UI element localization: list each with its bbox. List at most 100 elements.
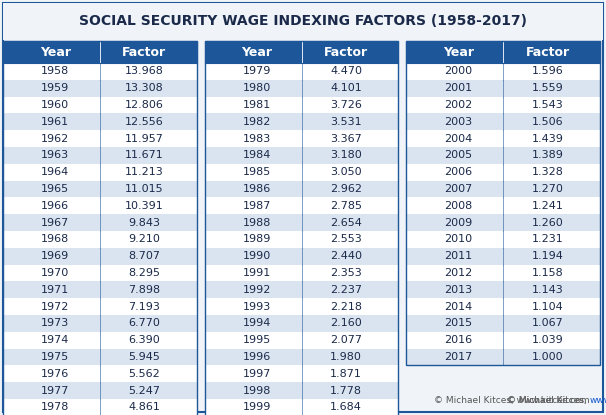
Text: 1.543: 1.543 [532, 100, 564, 110]
Text: 1980: 1980 [243, 83, 271, 93]
Bar [3, 231, 197, 248]
Bar [205, 265, 398, 281]
Text: 1992: 1992 [243, 285, 271, 295]
Text: 1.871: 1.871 [330, 369, 362, 379]
Text: 11.015: 11.015 [125, 184, 164, 194]
Text: 1962: 1962 [41, 134, 70, 144]
Text: 1975: 1975 [41, 352, 70, 362]
Text: 2.353: 2.353 [330, 268, 362, 278]
Text: 1969: 1969 [41, 251, 70, 261]
Text: Year: Year [443, 46, 474, 59]
Bar [205, 181, 398, 198]
Text: 2.077: 2.077 [330, 335, 362, 345]
Bar [205, 113, 398, 130]
Text: Year: Year [40, 46, 71, 59]
Text: 8.295: 8.295 [128, 268, 161, 278]
Bar [3, 181, 197, 198]
Bar [407, 315, 600, 332]
Text: 1.596: 1.596 [532, 66, 564, 76]
Text: 9.210: 9.210 [128, 234, 161, 244]
Text: 1981: 1981 [243, 100, 271, 110]
Text: 2006: 2006 [445, 167, 473, 177]
Text: 1.104: 1.104 [532, 302, 564, 312]
Text: 13.308: 13.308 [125, 83, 164, 93]
Text: 4.101: 4.101 [330, 83, 362, 93]
Text: 2008: 2008 [444, 201, 473, 211]
Bar [205, 315, 398, 332]
Bar [3, 214, 197, 231]
Bar [3, 63, 197, 80]
Text: 1985: 1985 [243, 167, 271, 177]
Bar [205, 97, 398, 113]
Bar [407, 63, 600, 80]
Text: 1970: 1970 [41, 268, 70, 278]
Bar [3, 198, 197, 214]
Bar [205, 349, 398, 365]
Bar [3, 248, 197, 265]
Text: 1965: 1965 [41, 184, 69, 194]
Text: 11.213: 11.213 [125, 167, 164, 177]
Bar [407, 80, 600, 97]
Text: 3.050: 3.050 [330, 167, 362, 177]
Text: 1.143: 1.143 [532, 285, 564, 295]
Text: 1971: 1971 [41, 285, 70, 295]
Text: 1.328: 1.328 [532, 167, 564, 177]
Bar [205, 63, 398, 80]
Bar [407, 130, 600, 147]
Text: 1983: 1983 [243, 134, 271, 144]
Text: 5.247: 5.247 [128, 386, 161, 395]
Text: 2.654: 2.654 [330, 217, 362, 227]
Text: 3.180: 3.180 [330, 150, 362, 161]
Text: 2017: 2017 [444, 352, 473, 362]
Text: 8.707: 8.707 [128, 251, 161, 261]
Bar [407, 97, 600, 113]
Text: 1958: 1958 [41, 66, 70, 76]
Text: 2.218: 2.218 [330, 302, 362, 312]
Text: 1984: 1984 [243, 150, 271, 161]
Bar [205, 298, 398, 315]
Text: 1961: 1961 [41, 117, 69, 127]
Text: 2.440: 2.440 [330, 251, 362, 261]
Text: 1972: 1972 [41, 302, 70, 312]
Text: 2.785: 2.785 [330, 201, 362, 211]
Text: 2000: 2000 [445, 66, 473, 76]
Text: 2007: 2007 [444, 184, 473, 194]
Text: 1986: 1986 [243, 184, 271, 194]
Text: 6.770: 6.770 [128, 318, 161, 328]
Text: 3.531: 3.531 [330, 117, 362, 127]
Text: www.kitces.com: www.kitces.com [590, 396, 606, 405]
Text: 2014: 2014 [444, 302, 473, 312]
Text: 11.957: 11.957 [125, 134, 164, 144]
Bar [205, 198, 398, 214]
Text: 10.391: 10.391 [125, 201, 164, 211]
Text: 6.390: 6.390 [128, 335, 160, 345]
Bar [407, 265, 600, 281]
Text: 1.241: 1.241 [532, 201, 564, 211]
Text: 1982: 1982 [243, 117, 271, 127]
Bar [407, 41, 600, 63]
Bar [205, 399, 398, 415]
Text: 1.067: 1.067 [532, 318, 564, 328]
Text: © Michael Kitces,: © Michael Kitces, [507, 396, 590, 405]
Text: 1.194: 1.194 [532, 251, 564, 261]
Text: 3.726: 3.726 [330, 100, 362, 110]
Text: 1987: 1987 [243, 201, 271, 211]
Text: 2001: 2001 [445, 83, 473, 93]
Text: 1.039: 1.039 [532, 335, 564, 345]
Bar [3, 365, 197, 382]
Text: 2.962: 2.962 [330, 184, 362, 194]
Text: 1.778: 1.778 [330, 386, 362, 395]
Bar [407, 349, 600, 365]
Text: 2016: 2016 [445, 335, 473, 345]
Bar [407, 164, 600, 181]
Text: 2.553: 2.553 [330, 234, 362, 244]
Text: 1959: 1959 [41, 83, 70, 93]
Bar [407, 281, 600, 298]
Text: 2013: 2013 [445, 285, 473, 295]
Text: 5.945: 5.945 [128, 352, 161, 362]
Bar [407, 41, 600, 365]
Text: 1997: 1997 [243, 369, 271, 379]
Text: 7.193: 7.193 [128, 302, 161, 312]
Bar [205, 382, 398, 399]
Bar [205, 164, 398, 181]
